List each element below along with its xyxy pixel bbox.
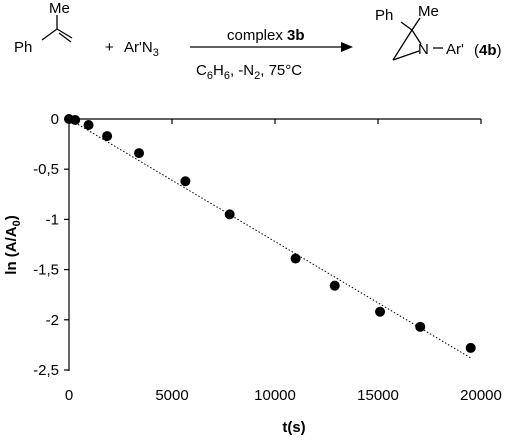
x-tick-label: 0 <box>65 387 73 404</box>
y-tick-label: -1,5 <box>33 262 59 279</box>
bond-ph <box>400 21 413 31</box>
me-label: Me <box>49 0 70 17</box>
fit-line <box>68 118 471 359</box>
ph-label: Ph <box>375 7 393 24</box>
y-tick-label: -1 <box>46 211 59 228</box>
conditions-label: C6H6, -N2, 75°C <box>196 62 302 82</box>
data-point <box>224 209 235 220</box>
n-label: N <box>418 41 429 58</box>
data-point <box>70 115 81 126</box>
double-bond-a <box>56 28 73 39</box>
data-point <box>102 131 113 142</box>
x-tick-label: 15000 <box>357 387 399 404</box>
fit-line-layer <box>68 118 471 359</box>
x-tick-label: 5000 <box>155 387 188 404</box>
y-tick-label: 0 <box>51 111 59 128</box>
x-tick-label: 20000 <box>460 387 502 404</box>
data-point <box>375 306 386 317</box>
ar-label: Ar' <box>446 41 464 58</box>
x-axis-title: t(s) <box>282 419 305 436</box>
data-points <box>64 114 476 353</box>
double-bond-b <box>58 32 72 43</box>
y-tick-label: -2 <box>46 312 59 329</box>
aziridine-product: Ph Me N Ar' <box>375 3 464 61</box>
bond-me <box>411 17 421 31</box>
alpha-methylstyrene: Me Ph <box>14 0 73 56</box>
y-axis-title: ln (A/A0) <box>3 215 23 274</box>
bond-ph <box>41 28 58 41</box>
plus-sign: + <box>105 39 114 56</box>
reaction-arrow <box>190 42 353 52</box>
aryl-azide: Ar'N3 <box>124 39 159 59</box>
compound-label: (4b) <box>474 42 502 59</box>
data-point <box>290 253 301 264</box>
ring-c-n <box>411 29 422 45</box>
catalyst-label: complex 3b <box>227 27 305 44</box>
me-label: Me <box>418 3 439 20</box>
y-tick-label: -0,5 <box>33 161 59 178</box>
ph-label: Ph <box>14 39 32 56</box>
data-point <box>415 321 426 332</box>
y-tick-label: -2,5 <box>33 362 59 379</box>
reaction-scheme: Me Ph + Ar'N3 complex 3b C6H6, -N2, 75°C… <box>14 0 502 82</box>
x-tick-label: 10000 <box>254 387 296 404</box>
ring-c-ch2 <box>392 29 413 61</box>
data-point <box>180 176 191 187</box>
axes: 0 -0,5 -1 -1,5 -2 -2,5 0 5000 10000 15000 20000 <box>33 111 502 404</box>
data-point <box>465 342 476 353</box>
data-point <box>134 148 145 159</box>
ring-ch2-n <box>392 50 420 61</box>
data-point <box>329 280 340 291</box>
data-point <box>83 120 94 131</box>
